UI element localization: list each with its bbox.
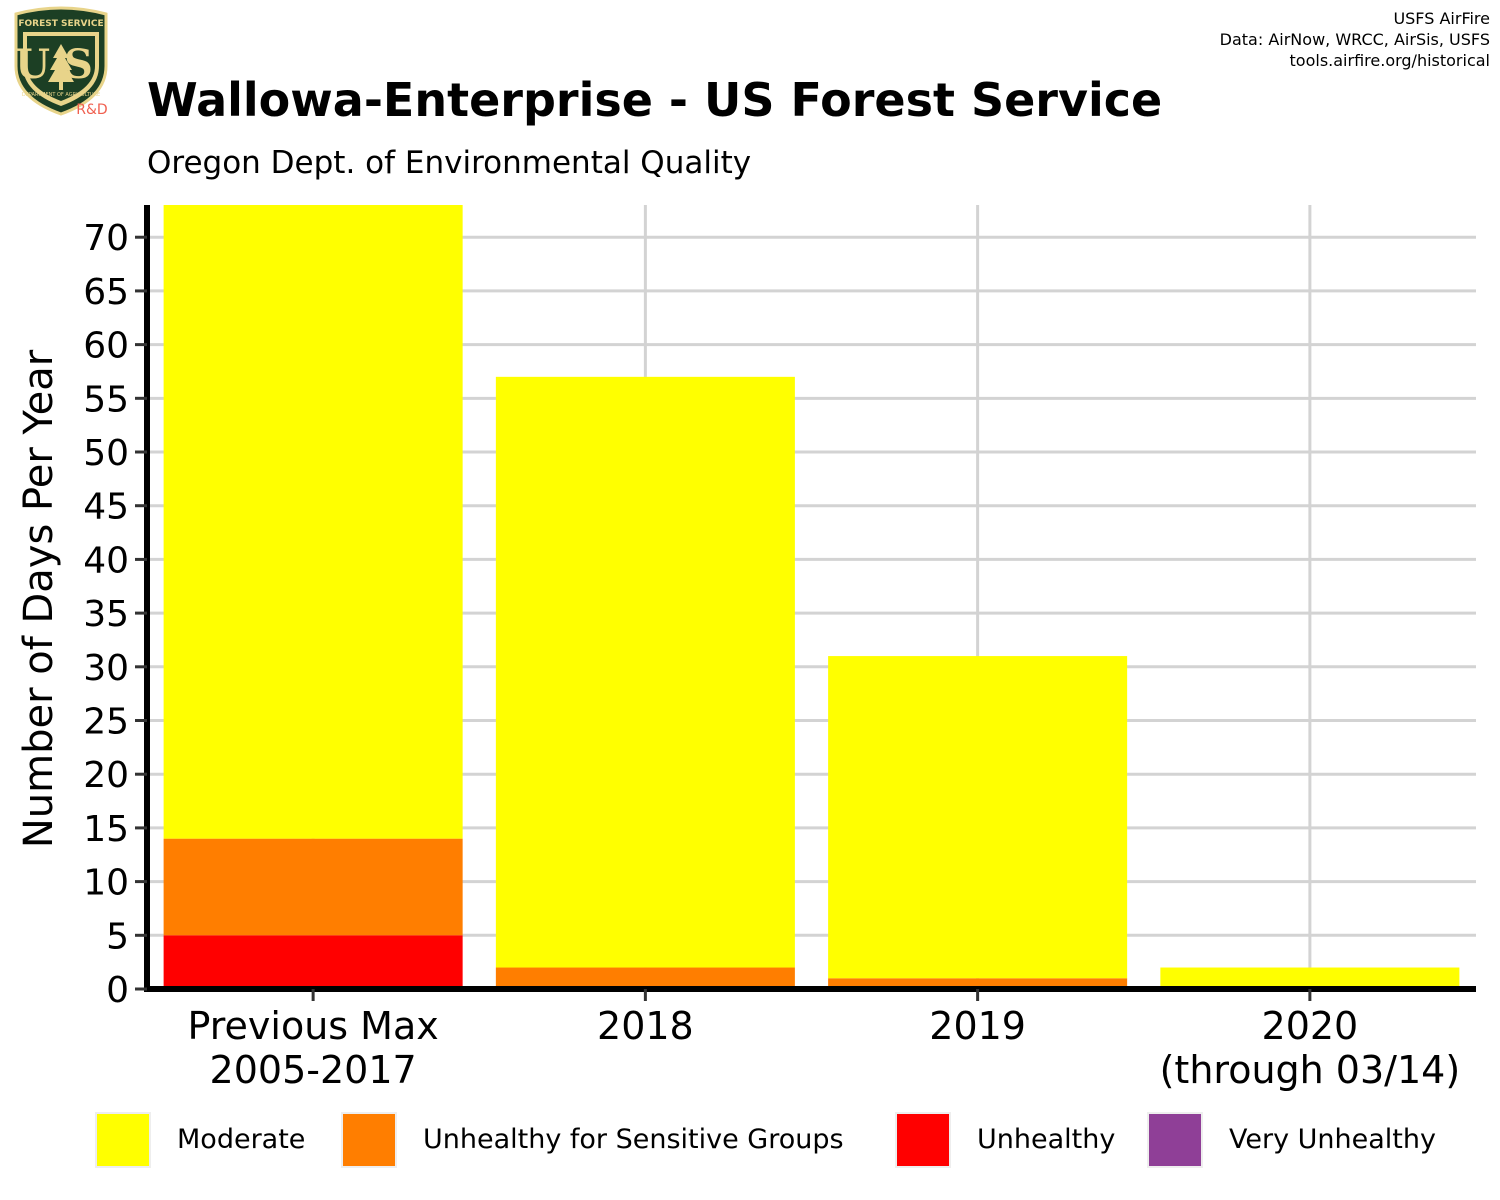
logo-bottom-text: DEPARTMENT OF AGRICULTURE: [22, 92, 100, 98]
x-tick-label: Previous Max: [188, 1004, 439, 1048]
bar-segment-moderate: [828, 656, 1128, 979]
y-tick-label: 70: [83, 218, 129, 259]
y-tick-label: 60: [83, 326, 129, 367]
logo-rd-tag: R&D: [76, 102, 107, 118]
bar-segment-moderate: [495, 376, 795, 968]
legend-label: Very Unhealthy: [1229, 1124, 1436, 1155]
legend-swatch: [95, 1112, 151, 1168]
y-tick-label: 20: [83, 755, 129, 796]
legend-label: Unhealthy: [977, 1124, 1116, 1155]
chart-title: Wallowa-Enterprise - US Forest Service: [147, 73, 1163, 127]
y-tick-label: 15: [83, 809, 129, 850]
x-tick-label: 2020: [1262, 1004, 1359, 1048]
chart-subtitle: Oregon Dept. of Environmental Quality: [147, 145, 752, 181]
y-tick-label: 45: [83, 487, 129, 528]
bar-segment-unhealthy-for-sensitive-groups: [495, 967, 795, 989]
y-tick-label: 40: [83, 540, 129, 581]
bar-segment-unhealthy: [163, 935, 463, 989]
logo-top-text: FOREST SERVICE: [18, 19, 103, 29]
bar-segment-moderate: [1160, 967, 1460, 989]
legend-swatch: [895, 1112, 951, 1168]
bar-segment-unhealthy-for-sensitive-groups: [828, 978, 1128, 989]
usfs-shield-logo: FOREST SERVICE US DEPARTMENT OF AGRICULT…: [14, 6, 108, 118]
x-tick-label: 2019: [929, 1004, 1026, 1048]
legend-label: Unhealthy for Sensitive Groups: [423, 1124, 844, 1155]
y-tick-label: 30: [83, 648, 129, 689]
bar-segment-unhealthy-for-sensitive-groups: [163, 838, 463, 936]
data-credits: USFS AirFire Data: AirNow, WRCC, AirSis,…: [1220, 8, 1490, 71]
y-tick-label: 50: [83, 433, 129, 474]
credit-line-2: Data: AirNow, WRCC, AirSis, USFS: [1219, 30, 1490, 49]
credit-line-1: USFS AirFire: [1393, 9, 1490, 28]
chart-legend: Moderate Unhealthy for Sensitive Groups Un…: [0, 1108, 1500, 1174]
legend-swatch: [1147, 1112, 1203, 1168]
y-tick-label: 5: [106, 916, 129, 957]
y-tick-label: 10: [83, 863, 129, 904]
y-tick-label: 0: [106, 970, 129, 1011]
y-axis-title: Number of Days Per Year: [16, 349, 62, 848]
y-tick-label: 25: [83, 702, 129, 743]
bar-segment-moderate: [163, 205, 463, 839]
legend-label: Moderate: [177, 1124, 306, 1155]
y-tick-label: 35: [83, 594, 129, 635]
y-tick-label: 65: [83, 272, 129, 313]
x-tick-label: (through 03/14): [1160, 1048, 1461, 1092]
x-tick-label: 2018: [597, 1004, 694, 1048]
credit-line-3: tools.airfire.org/historical: [1289, 51, 1490, 70]
legend-swatch: [341, 1112, 397, 1168]
x-tick-label: 2005-2017: [210, 1048, 417, 1092]
y-tick-label: 55: [83, 379, 129, 420]
